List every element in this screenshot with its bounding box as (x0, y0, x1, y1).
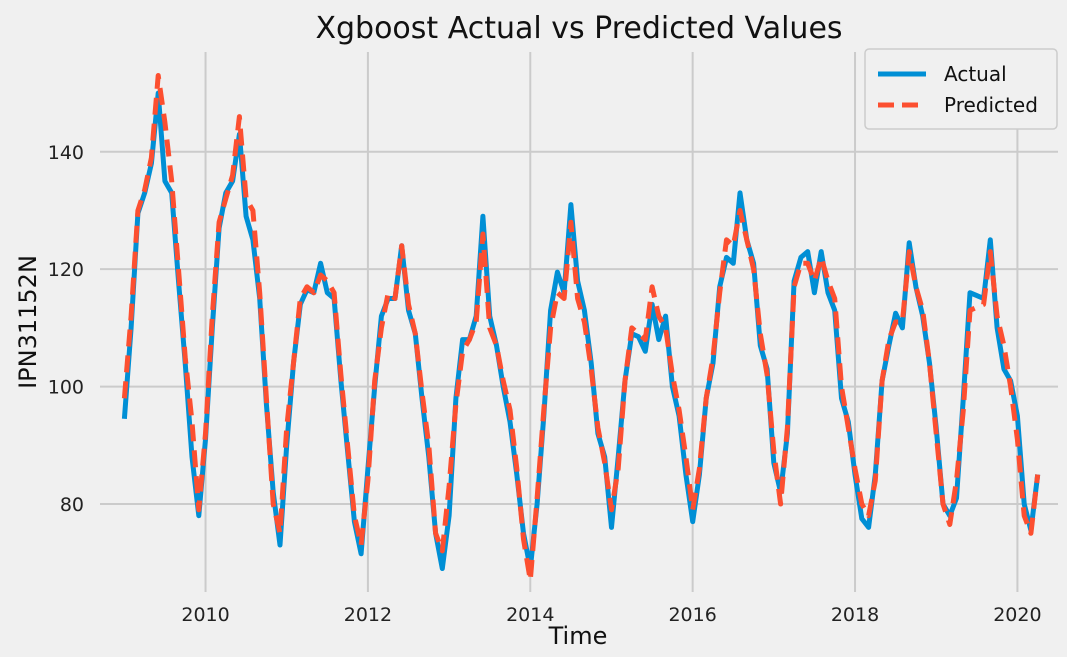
x-tick-label: 2018 (831, 604, 879, 626)
x-axis-label: Time (548, 622, 608, 650)
legend-label-actual: Actual (944, 62, 1007, 86)
legend: Actual Predicted (864, 48, 1058, 130)
y-tick-label: 80 (60, 494, 84, 516)
series-lines (121, 73, 1041, 583)
x-tick-label: 2014 (506, 604, 554, 626)
y-tick-label: 100 (48, 377, 84, 399)
tick-labels: 80 100 120 140 2010 2012 2014 2016 2018 2020 (48, 142, 1042, 626)
x-tick-label: 2016 (668, 604, 716, 626)
legend-label-predicted: Predicted (944, 93, 1038, 117)
x-tick-label: 2012 (344, 604, 392, 626)
y-tick-label: 120 (48, 259, 84, 281)
chart-title: Xgboost Actual vs Predicted Values (315, 11, 842, 46)
series-line-predicted (121, 73, 1041, 583)
y-tick-label: 140 (48, 142, 84, 164)
x-tick-label: 2010 (181, 604, 229, 626)
legend-box (864, 48, 1058, 130)
y-axis-label: IPN31152N (14, 255, 42, 389)
x-tick-label: 2020 (993, 604, 1041, 626)
